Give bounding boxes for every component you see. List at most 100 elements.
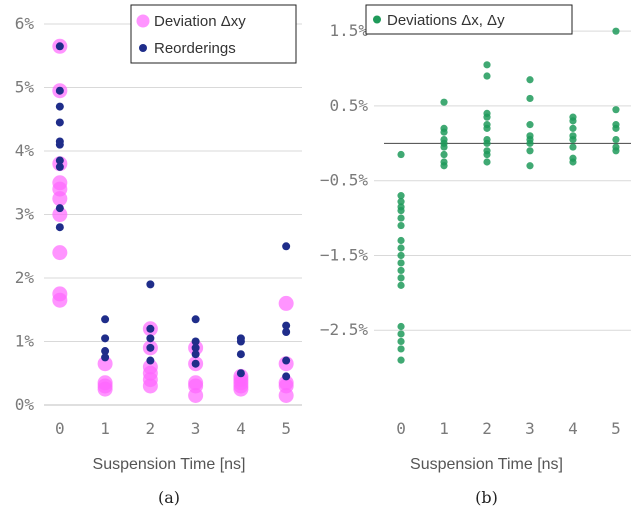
deviation-point	[188, 387, 204, 403]
deviation-xy-point	[526, 94, 534, 103]
deviation-xy-point	[569, 143, 577, 151]
reordering-point	[282, 321, 291, 330]
deviation-xy-point	[397, 337, 405, 346]
deviation-xy-point	[612, 27, 620, 35]
reordering-point	[101, 353, 110, 362]
deviation-xy-point	[397, 345, 405, 353]
deviation-xy-point	[612, 147, 620, 155]
deviation-xy-point	[397, 356, 405, 364]
deviation-point	[142, 378, 158, 394]
deviation-xy-point	[440, 143, 448, 151]
panel-a-legend-box	[130, 4, 297, 64]
reordering-point	[101, 315, 110, 324]
deviation-xy-point	[397, 214, 405, 222]
legend-marker-reorderings	[139, 44, 147, 52]
deviation-xy-point	[483, 72, 491, 80]
deviation-xy-point	[440, 128, 448, 136]
reordering-point	[282, 242, 291, 251]
panel-b-caption: (b)	[475, 488, 498, 507]
panel-b-x-axis-title: Suspension Time [ns]	[410, 456, 563, 473]
reordering-point	[146, 280, 155, 289]
y-tick-label: −0.5%	[320, 171, 369, 190]
legend-label-deviations: Deviations Δx, Δy	[387, 12, 505, 29]
x-tick-label: 0	[396, 419, 406, 438]
deviation-point	[278, 387, 294, 403]
panel-a: 0% 1% 2% 3% 4% 5% 6% 0 1 2 3 4 5 Suspension Time [n…	[15, 4, 302, 507]
deviation-xy-point	[569, 117, 577, 125]
reordering-point	[101, 347, 110, 356]
y-tick-label: 5%	[15, 78, 35, 97]
reordering-point	[55, 140, 64, 149]
x-tick-label: 1	[100, 419, 110, 438]
deviation-point	[97, 356, 113, 372]
deviation-xy-point	[397, 251, 405, 260]
x-tick-label: 4	[568, 419, 578, 438]
deviation-xy-point	[397, 207, 405, 215]
panel-a-legend: Deviation Δxy Reorderings	[130, 4, 297, 64]
y-tick-label: −1.5%	[320, 245, 369, 264]
deviation-xy-point	[483, 124, 491, 132]
reordering-point	[191, 337, 200, 346]
reordering-point	[236, 337, 245, 346]
x-tick-label: 3	[525, 419, 535, 438]
reordering-point	[236, 369, 245, 378]
deviation-xy-point	[440, 98, 448, 106]
deviation-xy-point	[440, 162, 448, 170]
y-tick-label: 0.5%	[329, 96, 368, 115]
deviation-xy-point	[612, 124, 620, 132]
deviation-xy-point	[526, 147, 534, 155]
deviation-xy-point	[612, 106, 620, 114]
y-tick-label: 6%	[15, 14, 35, 33]
panel-b-legend-box	[365, 4, 573, 35]
reordering-point	[55, 102, 64, 111]
deviation-xy-point	[483, 150, 491, 159]
deviation-point	[278, 295, 294, 311]
deviation-xy-point	[440, 150, 448, 159]
reordering-point	[146, 324, 155, 333]
deviation-point	[233, 381, 249, 397]
panel-a-x-tick-labels: 0 1 2 3 4 5	[55, 419, 291, 438]
reordering-point	[55, 86, 64, 95]
deviation-xy-point	[526, 162, 534, 170]
deviation-xy-point	[483, 158, 491, 166]
deviation-point	[52, 292, 68, 308]
reordering-point	[146, 356, 155, 365]
panel-b-x-tick-labels: 0 1 2 3 4 5	[396, 419, 621, 438]
deviation-xy-point	[483, 61, 491, 69]
reordering-point	[146, 343, 155, 352]
reordering-point	[55, 156, 64, 165]
y-tick-label: 3%	[15, 205, 35, 224]
deviation-xy-point	[397, 150, 405, 159]
y-tick-label: 2%	[15, 268, 35, 287]
deviation-xy-point	[397, 266, 405, 275]
panel-b: 1.5% 0.5% −0.5% −1.5% −2.5% 0 1 2 3 4 5 Suspensio…	[320, 4, 631, 507]
panel-a-caption: (a)	[158, 488, 180, 507]
legend-marker-deviations	[373, 15, 381, 24]
deviation-xy-point	[526, 121, 534, 129]
deviation-xy-point	[397, 330, 405, 338]
deviation-xy-point	[397, 322, 405, 331]
deviation-point	[97, 381, 113, 397]
deviation-xy-point	[526, 76, 534, 84]
panel-b-legend: Deviations Δx, Δy	[365, 4, 573, 35]
reordering-point	[55, 118, 64, 127]
legend-label-reorderings: Reorderings	[154, 40, 236, 57]
deviation-xy-point	[483, 139, 491, 147]
x-tick-label: 3	[191, 419, 201, 438]
panel-a-x-axis-title: Suspension Time [ns]	[93, 456, 246, 473]
deviation-xy-point	[483, 113, 491, 121]
reordering-point	[236, 350, 245, 359]
legend-marker-deviation	[136, 14, 150, 28]
x-tick-label: 2	[482, 419, 492, 438]
deviation-xy-point	[569, 158, 577, 166]
deviation-xy-point	[569, 135, 577, 144]
deviation-xy-point	[397, 244, 405, 252]
reordering-point	[191, 359, 200, 368]
y-tick-label: 4%	[15, 141, 35, 160]
reordering-point	[191, 315, 200, 324]
reordering-point	[282, 327, 291, 336]
panel-a-y-tick-labels: 0% 1% 2% 3% 4% 5% 6%	[15, 14, 35, 414]
y-tick-label: 1.5%	[329, 21, 368, 40]
deviation-xy-point	[612, 135, 620, 144]
deviation-xy-point	[397, 236, 405, 245]
